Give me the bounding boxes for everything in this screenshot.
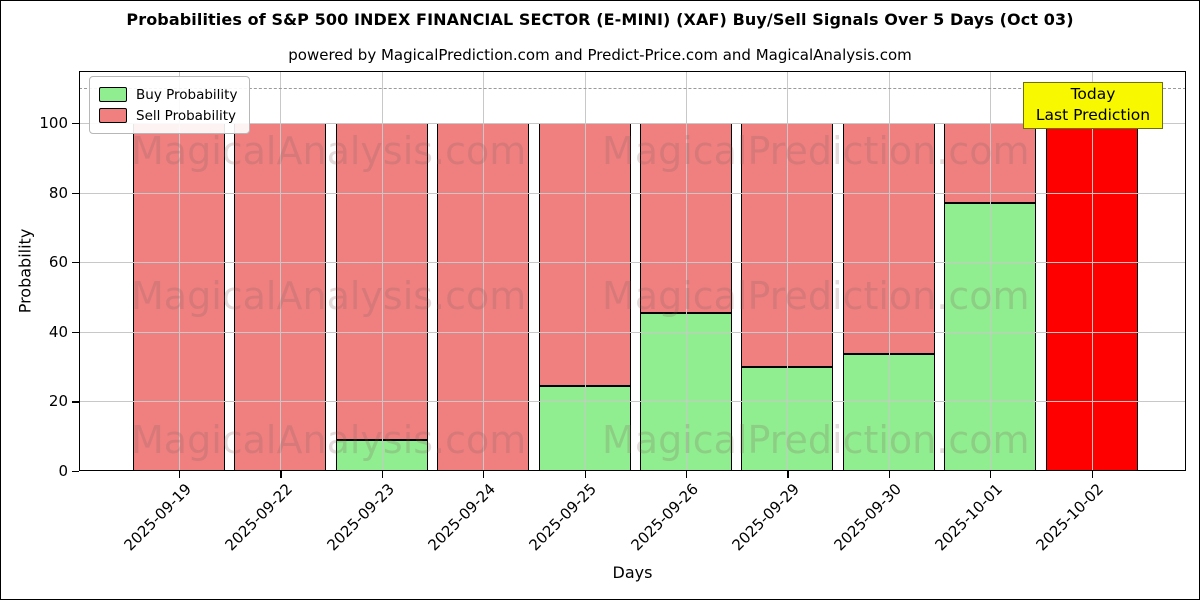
x-tick-mark [686, 471, 688, 478]
gridline-vertical [483, 71, 485, 471]
gridline-vertical [990, 71, 992, 471]
x-tick-mark [1091, 471, 1093, 478]
y-tick-mark [72, 262, 79, 264]
y-tick-label: 80 [48, 183, 68, 202]
gridline-horizontal [79, 123, 1186, 125]
x-tick-label: 2025-10-02 [1032, 480, 1108, 555]
annotation-line2: Last Prediction [1035, 106, 1151, 124]
x-tick-mark [990, 471, 992, 478]
y-tick-label: 0 [58, 462, 68, 480]
x-tick-mark [483, 471, 485, 478]
gridline-horizontal [79, 401, 1186, 403]
gridline-vertical [1091, 71, 1093, 471]
x-tick-mark [381, 471, 383, 478]
y-tick-label: 100 [39, 114, 68, 133]
gridline-horizontal [79, 331, 1186, 333]
x-tick-mark [280, 471, 282, 478]
y-tick-mark [72, 123, 79, 125]
x-tick-label: 2025-09-25 [525, 480, 601, 555]
x-tick-label: 2025-09-22 [221, 480, 297, 555]
plot-area [79, 71, 1186, 471]
gridline-vertical [178, 71, 180, 471]
x-tick-mark [584, 471, 586, 478]
bar-buy-2025-09-23 [335, 439, 428, 471]
y-tick-mark [72, 471, 79, 473]
x-tick-label: 2025-09-29 [728, 480, 804, 555]
gridline-horizontal [79, 192, 1186, 194]
legend-label-sell: Sell Probability [136, 107, 237, 124]
gridline-vertical [787, 71, 789, 471]
buy-swatch-icon [99, 87, 127, 102]
bar-buy-2025-09-26 [639, 312, 732, 471]
x-tick-mark [888, 471, 890, 478]
y-tick-mark [72, 331, 79, 334]
x-tick-label: 2025-09-26 [627, 480, 702, 555]
gridline-vertical [888, 71, 890, 471]
x-tick-label: 2025-09-30 [830, 480, 905, 555]
legend-item-sell: Sell Probability [99, 105, 237, 126]
x-tick-mark [787, 471, 789, 478]
y-tick-mark [72, 401, 79, 403]
sell-swatch-icon [99, 108, 127, 123]
x-tick-label: 2025-09-24 [424, 480, 499, 555]
legend-item-buy: Buy Probability [99, 84, 237, 105]
x-tick-label: 2025-10-01 [931, 480, 1006, 555]
gridline-vertical [686, 71, 687, 471]
x-tick-label: 2025-09-19 [120, 480, 195, 555]
today-annotation: Today Last Prediction [1023, 82, 1163, 129]
x-axis-label: Days [612, 563, 653, 582]
y-axis-label: Probability [15, 228, 35, 314]
annotation-line1: Today [1070, 85, 1116, 103]
chart-title: Probabilities of S&P 500 INDEX FINANCIAL… [126, 10, 1074, 29]
gridline-vertical [280, 71, 282, 471]
legend-label-buy: Buy Probability [136, 86, 238, 103]
y-tick-mark [72, 192, 79, 194]
y-tick-label: 20 [48, 392, 68, 411]
y-tick-label: 60 [48, 253, 68, 272]
x-tick-label: 2025-09-23 [323, 480, 398, 555]
x-tick-mark [178, 471, 181, 478]
legend: Buy Probability Sell Probability [89, 76, 251, 134]
y-tick-label: 40 [48, 322, 68, 341]
gridline-vertical [381, 71, 383, 471]
bar-sell-2025-09-23 [335, 123, 428, 440]
dashed-threshold-line [79, 88, 1186, 90]
gridline-vertical [584, 71, 586, 471]
chart-subtitle: powered by MagicalPrediction.com and Pre… [288, 46, 912, 64]
gridline-horizontal [79, 262, 1186, 264]
